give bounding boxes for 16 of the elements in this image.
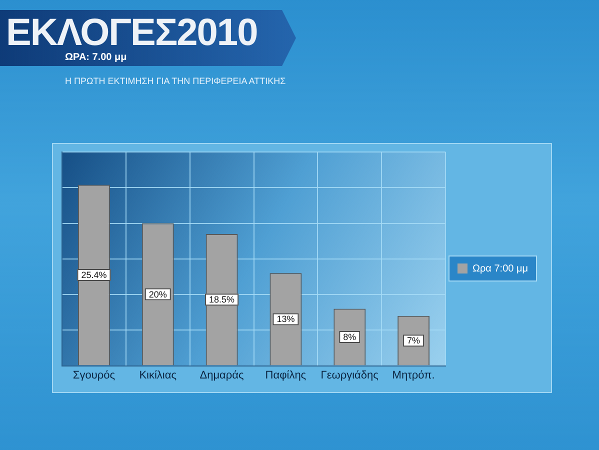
x-tick-label: Μητρόπ. — [392, 369, 435, 382]
x-tick-label: Σγουρός — [72, 369, 116, 382]
x-tick-label: Δημαράς — [200, 369, 244, 382]
chart-subtitle: Η ΠΡΩΤΗ ΕΚΤΙΜΗΣΗ ΓΙΑ ΤΗΝ ΠΕΡΙΦΕΡΕΙΑ ΑΤΤΙΚΗΣ — [65, 76, 286, 87]
data-label: 25.4% — [81, 270, 107, 280]
data-label: 20% — [148, 289, 167, 300]
data-label: 13% — [276, 314, 295, 324]
chart-title: ΕΚΛΟΓΕΣ2010 — [6, 11, 258, 54]
text: ΩΡΑ: 7.00 μμ — [65, 52, 127, 64]
x-tick-label: Γεωργιάδης — [320, 369, 378, 382]
x-tick-label: Κικίλιας — [139, 369, 177, 382]
legend-label: Ωρα 7:00 μμ — [472, 263, 528, 274]
x-tick-label: Παφίλης — [265, 369, 306, 382]
data-label: 7% — [407, 336, 420, 346]
data-label: 8% — [343, 332, 356, 342]
data-label: 18.5% — [209, 294, 235, 305]
